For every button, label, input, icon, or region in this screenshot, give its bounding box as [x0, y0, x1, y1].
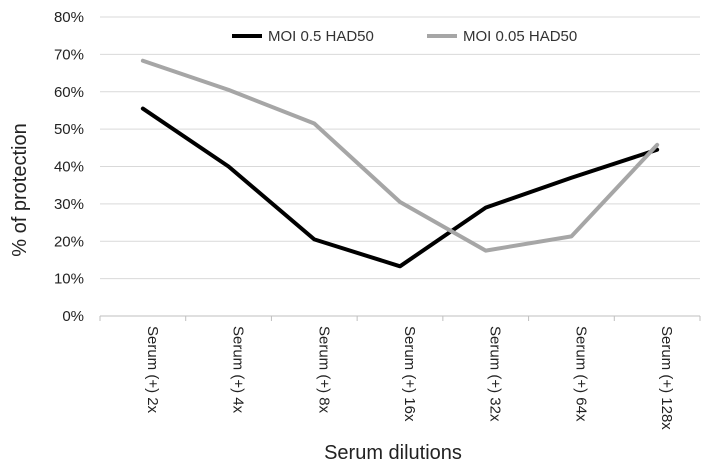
y-tick-label: 80% — [54, 9, 84, 26]
x-tick-label: Serum (+) 8x — [315, 326, 332, 414]
x-axis: Serum (+) 2x Serum (+) 4x Serum (+) 8x Seru… — [99, 315, 701, 430]
y-axis: 0% 10% 20% 30% 40% 50% 60% 70% 80% — [54, 9, 84, 325]
series-line-2 — [140, 58, 660, 253]
legend-label: MOI 0.05 HAD50 — [463, 28, 577, 45]
series-lines — [140, 58, 660, 269]
x-tick-label: Serum (+) 64x — [572, 326, 589, 422]
y-tick-label: 50% — [54, 121, 84, 138]
y-tick-label: 10% — [54, 271, 84, 288]
x-axis-title: Serum dilutions — [324, 442, 462, 464]
y-axis-title: % of protection — [9, 123, 31, 256]
gridlines — [100, 16, 700, 280]
y-tick-label: 30% — [54, 196, 84, 213]
legend-label: MOI 0.5 HAD50 — [268, 28, 374, 45]
y-tick-label: 20% — [54, 233, 84, 250]
y-tick-label: 70% — [54, 46, 84, 63]
series-line-1 — [140, 106, 660, 269]
y-tick-label: 60% — [54, 84, 84, 101]
y-tick-label: 40% — [54, 159, 84, 176]
x-tick-label: Serum (+) 2x — [144, 326, 161, 414]
x-tick-label: Serum (+) 32x — [487, 326, 504, 422]
x-tick-label: Serum (+) 4x — [230, 326, 247, 414]
y-tick-label: 0% — [62, 308, 84, 325]
x-tick-label: Serum (+) 128x — [658, 326, 675, 430]
x-tick-label: Serum (+) 16x — [401, 326, 418, 422]
legend: MOI 0.5 HAD50 MOI 0.05 HAD50 — [232, 28, 577, 45]
